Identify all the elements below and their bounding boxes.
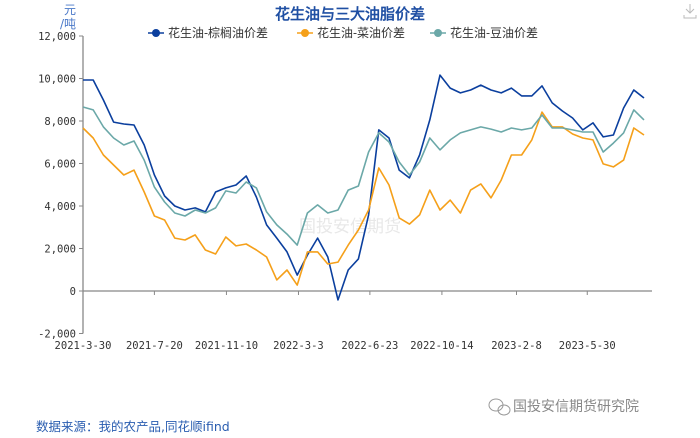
chart-watermark: 国投安信期货 (299, 217, 401, 237)
data-source: 数据来源：我的农产品,同花顺ifind (36, 419, 230, 434)
chart-title: 花生油与三大油脂价差 (275, 5, 425, 23)
y-tick-label: 10,000 (38, 74, 76, 86)
y-axis: 12,000 10,000 8,000 6,000 4,000 2,000 0 -2,000 (38, 31, 84, 341)
y-tick-label: 8,000 (44, 116, 76, 128)
y-tick-label: 4,000 (44, 201, 76, 213)
x-tick-label: 2023-2-8 (491, 340, 542, 352)
legend-dot-marker (152, 29, 160, 37)
legend-dot-marker (434, 29, 442, 37)
legend-label: 花生油-棕榈油价差 (168, 25, 268, 40)
legend-label: 花生油-菜油价差 (317, 25, 405, 40)
download-icon[interactable] (683, 4, 697, 19)
x-axis: 2021-3-30 2021-7-20 2021-11-10 2022-3-3 2022… (55, 290, 652, 352)
legend-item-1[interactable]: 花生油-棕榈油价差 (148, 25, 268, 40)
y-tick-label: -2,000 (38, 329, 76, 341)
legend-dot-marker (301, 29, 309, 37)
legend-item-2[interactable]: 花生油-菜油价差 (297, 25, 405, 40)
wechat-icon (488, 398, 511, 416)
series-line-1 (83, 74, 645, 301)
x-tick-label: 2021-3-30 (55, 340, 112, 352)
y-axis-unit: 元/吨 (60, 3, 76, 31)
y-unit-label: 元 (64, 3, 76, 17)
series-line-2 (82, 111, 645, 286)
x-tick-label: 2022-10-14 (410, 340, 473, 352)
watermark-text: 国投安信期货研究院 (513, 398, 639, 415)
y-tick-label: 0 (70, 286, 76, 298)
y-tick-label: 6,000 (44, 159, 76, 171)
x-tick-label: 2021-7-20 (126, 340, 183, 352)
series-lines (82, 74, 645, 301)
x-tick-label: 2022-3-3 (273, 340, 324, 352)
series-line-3 (82, 106, 645, 246)
y-tick-label: 12,000 (38, 31, 76, 43)
legend: 花生油-棕榈油价差 花生油-菜油价差 花生油-豆油价差 (148, 25, 538, 40)
legend-label: 花生油-豆油价差 (450, 25, 538, 40)
y-tick-label: 2,000 (44, 244, 76, 256)
y-unit-label-2: /吨 (60, 17, 76, 31)
x-tick-label: 2023-5-30 (559, 340, 616, 352)
legend-item-3[interactable]: 花生油-豆油价差 (430, 25, 538, 40)
x-tick-label: 2021-11-10 (195, 340, 258, 352)
x-tick-label: 2022-6-23 (341, 340, 398, 352)
